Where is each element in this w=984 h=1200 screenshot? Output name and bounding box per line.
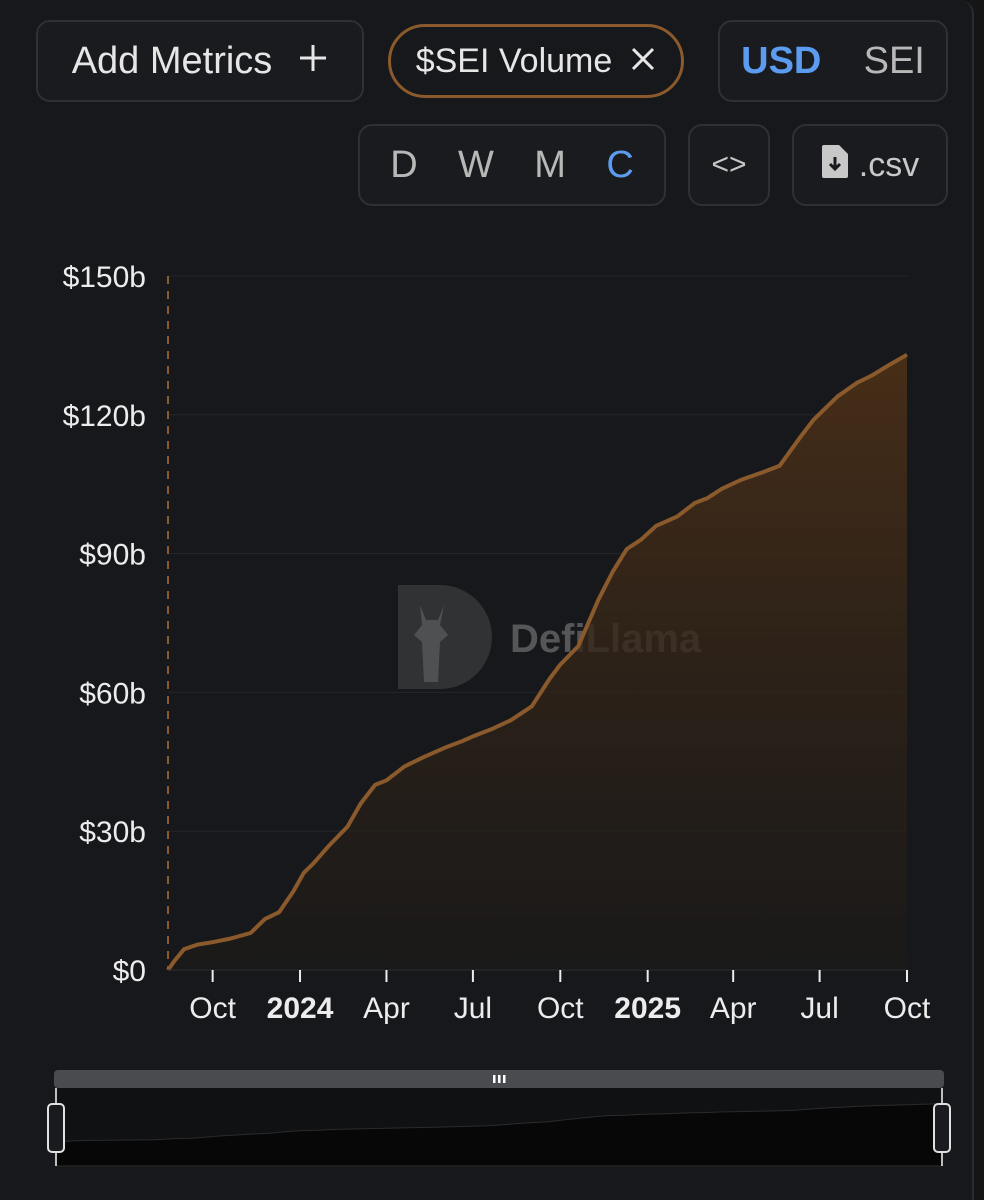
x-tick-label: Apr — [710, 992, 757, 1025]
period-toggle: D W M C — [358, 124, 666, 206]
axes: $0 $30b $60b $90b $120b $150b Oct 2024 Apr Jul Oct… — [63, 261, 931, 1025]
brush-mini-area — [55, 1103, 943, 1167]
grip-icon[interactable] — [493, 1075, 506, 1083]
llama-logo-icon — [398, 585, 492, 689]
area-fill — [168, 354, 907, 970]
y-tick-label: $90b — [79, 539, 146, 572]
csv-download-button[interactable]: .csv — [792, 124, 948, 206]
cumulative-volume-chart: DefiLlama $0$30b$60b$90b$120b$150bOct202… — [63, 261, 931, 1025]
currency-toggle: USD SEI — [718, 20, 948, 102]
period-option-monthly[interactable]: M — [534, 143, 566, 186]
period-option-daily[interactable]: D — [390, 143, 418, 186]
brush-left-handle[interactable] — [47, 1103, 65, 1153]
x-tick-label: Jul — [454, 992, 492, 1025]
x-tick-label: Apr — [363, 992, 410, 1025]
area-series — [166, 352, 909, 972]
metric-chip-sei-volume[interactable]: $SEI Volume — [388, 24, 684, 98]
x-tick-label: Oct — [537, 992, 584, 1025]
currency-option-usd[interactable]: USD — [741, 39, 822, 82]
add-metrics-label: Add Metrics — [71, 39, 273, 82]
x-tick-label: Jul — [800, 992, 838, 1025]
series-line — [166, 352, 909, 972]
x-tick-label: 2025 — [614, 992, 681, 1025]
close-icon[interactable] — [630, 42, 656, 81]
file-download-icon — [821, 144, 849, 187]
x-tick-label: Oct — [189, 992, 236, 1025]
x-tick-label: 2024 — [267, 992, 334, 1025]
csv-label: .csv — [858, 145, 920, 184]
add-metrics-button[interactable]: Add Metrics — [36, 20, 364, 102]
plus-icon — [298, 40, 328, 83]
code-icon: <> — [711, 148, 747, 181]
metric-chip-label: $SEI Volume — [415, 41, 613, 80]
x-tick-label: Oct — [884, 992, 931, 1025]
y-tick-label: $60b — [79, 677, 146, 710]
embed-button[interactable]: <> — [688, 124, 770, 206]
y-tick-label: $150b — [63, 261, 146, 294]
period-option-weekly[interactable]: W — [458, 143, 494, 186]
range-brush[interactable] — [0, 1060, 972, 1170]
y-tick-label: $30b — [79, 816, 146, 849]
brush-right-handle[interactable] — [933, 1103, 951, 1153]
period-option-cumulative[interactable]: C — [606, 143, 634, 186]
y-tick-label: $120b — [63, 400, 146, 433]
currency-option-sei[interactable]: SEI — [863, 39, 925, 82]
y-tick-label: $0 — [113, 955, 146, 988]
